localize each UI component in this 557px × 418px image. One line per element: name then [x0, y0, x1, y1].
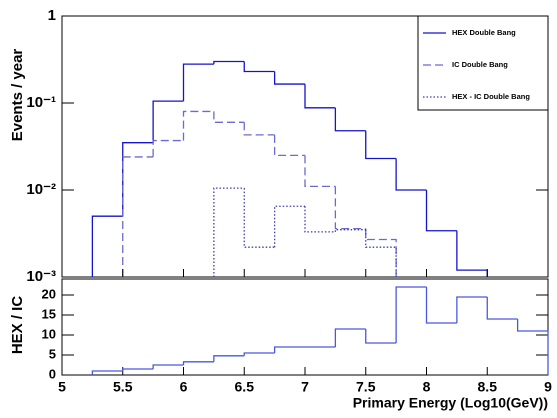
histogram-bin: [152, 100, 184, 143]
histogram-bin: [182, 361, 214, 365]
x-axis-label: Primary Energy (Log10(GeV)): [353, 395, 548, 411]
histogram-bin: [243, 188, 275, 248]
histogram-bin: [243, 122, 275, 136]
x-tick-label: 5.5: [113, 379, 133, 395]
x-tick-label: 6.5: [235, 379, 255, 395]
x-tick-label: 8.5: [478, 379, 498, 395]
legend-label: HEX Double Bang: [452, 28, 516, 37]
y-tick-label: 10⁻²: [26, 181, 56, 198]
histogram-bin: [91, 370, 123, 375]
x-tick-label: 5: [58, 379, 66, 395]
histogram-bin: [425, 287, 457, 324]
histogram-bin: [243, 61, 275, 73]
x-tick-label: 9: [544, 379, 552, 395]
histogram-bin: [213, 111, 245, 123]
histogram-bin: [243, 352, 275, 356]
x-tick-label: 7.5: [356, 379, 376, 395]
histogram-bin: [213, 60, 245, 65]
y-tick-label: 5: [49, 346, 56, 361]
histogram-bin: [182, 63, 214, 102]
histogram-bin: [395, 158, 427, 191]
histogram-bin: [304, 84, 336, 109]
histogram-bin: [334, 328, 366, 347]
x-tick-label: 8: [423, 379, 431, 395]
histogram-bin: [395, 286, 427, 343]
y-tick-label: 15: [42, 306, 56, 321]
histogram-bin: [273, 134, 305, 157]
histogram-bin: [456, 296, 488, 323]
histogram-bin: [122, 156, 154, 277]
y-tick-label: 10⁻³: [26, 268, 56, 285]
histogram-bin: [365, 130, 397, 160]
histogram-bin: [365, 329, 397, 344]
histogram-bin: [516, 319, 549, 375]
histogram-bin: [365, 229, 397, 277]
histogram-bin: [334, 107, 366, 132]
legend-box: [417, 15, 549, 111]
histogram-bin: [365, 228, 397, 277]
y-tick-label: 20: [42, 286, 56, 301]
y-axis-label: Events / year: [9, 49, 26, 142]
histogram-bin: [213, 187, 245, 277]
y-tick-label: 0: [49, 366, 56, 381]
histogram-bin: [425, 190, 457, 232]
histogram-bin: [334, 186, 366, 230]
histogram-bin: [456, 230, 488, 277]
histogram-bin: [152, 139, 184, 157]
histogram-bin: [273, 205, 305, 248]
histogram-bin: [122, 368, 154, 371]
histogram-bin: [152, 364, 184, 369]
histogram-bin: [122, 142, 154, 217]
histogram-bin: [304, 206, 336, 233]
y-tick-label: 10⁻¹: [26, 94, 56, 111]
histogram-bin: [182, 110, 214, 141]
y-tick-label: 10: [42, 326, 56, 341]
histogram-bin: [486, 297, 518, 320]
histogram-bin: [273, 346, 305, 353]
histogram-bin: [273, 71, 305, 85]
histogram-bin: [213, 355, 245, 362]
histogram-bin: [304, 155, 336, 188]
x-tick-label: 7: [301, 379, 309, 395]
histogram-bin: [91, 215, 123, 277]
legend-label: HEX - IC Double Bang: [452, 92, 530, 101]
bottom-frame: [61, 278, 549, 376]
histogram-bin: [334, 229, 366, 232]
y-axis-label: HEX / IC: [9, 296, 26, 355]
x-tick-label: 6: [180, 379, 188, 395]
y-tick-label: 1: [48, 7, 56, 24]
legend-label: IC Double Bang: [452, 60, 508, 69]
